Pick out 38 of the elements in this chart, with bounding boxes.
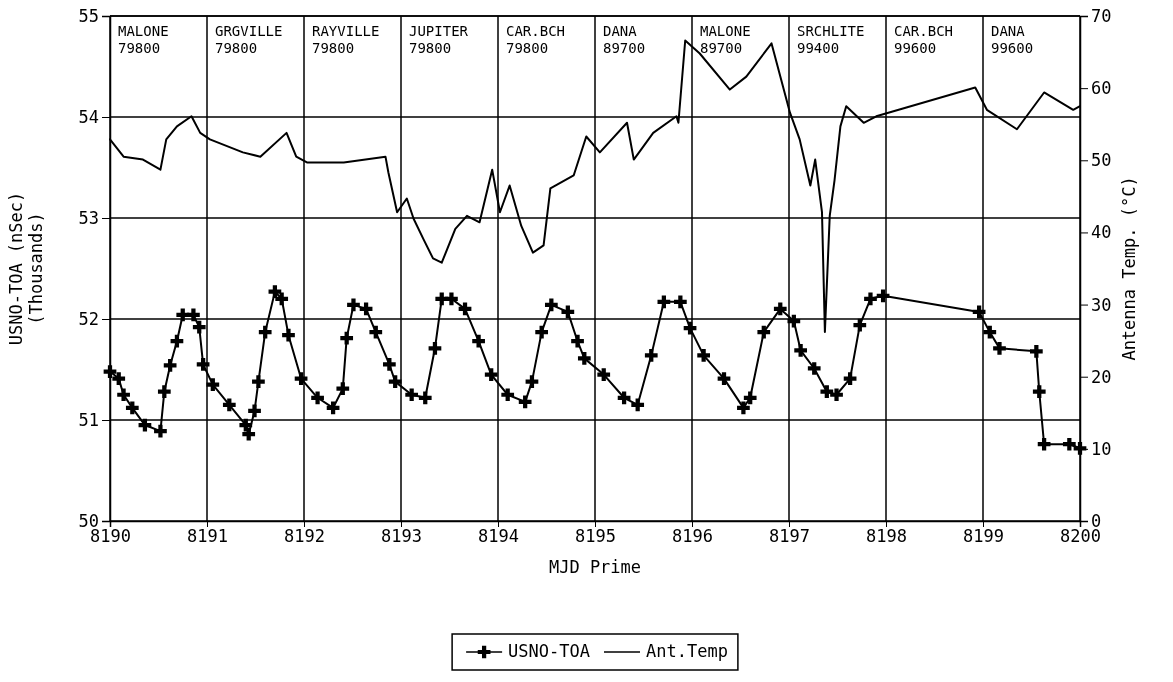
x-tick-label: 8194 [478,526,519,547]
y2-tick-label: 10 [1091,438,1112,459]
x-tick-label: 8195 [575,526,616,547]
annotation: CAR.BCH 99600 [894,23,954,56]
x-tick-label: 8200 [1060,526,1101,547]
x-tick-label: 8190 [90,526,131,547]
y2-tick-label: 70 [1091,5,1112,26]
y2-tick-label: 50 [1091,150,1112,171]
annotation: DANA 99600 [991,23,1034,56]
y2-tick-label: 30 [1091,294,1112,315]
x-tick-label: 8193 [381,526,422,547]
x-tick-label: 8198 [866,526,907,547]
y2-tick-label: 60 [1091,78,1112,99]
legend-label: Ant.Temp [646,641,728,661]
y2-tick-label: 40 [1091,222,1112,243]
annotation: SRCHLITE 99400 [797,23,865,56]
annotation: DANA 89700 [603,23,646,56]
annotation: JUPITER 79800 [409,23,469,56]
x-tick-label: 8192 [284,526,325,547]
x-axis-title: MJD Prime [548,557,642,577]
y2-axis-title: Antenna Temp. (°C) [1119,176,1139,361]
x-tick-label: 8197 [769,526,810,547]
annotation: CAR.BCH 79800 [506,23,566,56]
y2-tick-label: 20 [1091,366,1112,387]
annotation: MALONE 89700 [700,23,751,56]
y-tick-label: 51 [78,409,99,430]
y-axis-title: USNO-TOA (nSec) (Thousands) [6,191,47,346]
x-tick-label: 8196 [672,526,713,547]
annotation: MALONE 79800 [118,23,169,56]
x-tick-label: 8191 [187,526,228,547]
annotation: RAYVILLE 79800 [312,23,380,56]
x-tick-label: 8199 [963,526,1004,547]
legend-label: USNO-TOA [508,641,590,661]
y-tick-label: 52 [78,308,99,329]
y-tick-label: 53 [78,207,99,228]
y-tick-label: 54 [78,106,99,127]
annotation: GRGVILLE 79800 [215,23,283,56]
y-tick-label: 55 [78,5,99,26]
